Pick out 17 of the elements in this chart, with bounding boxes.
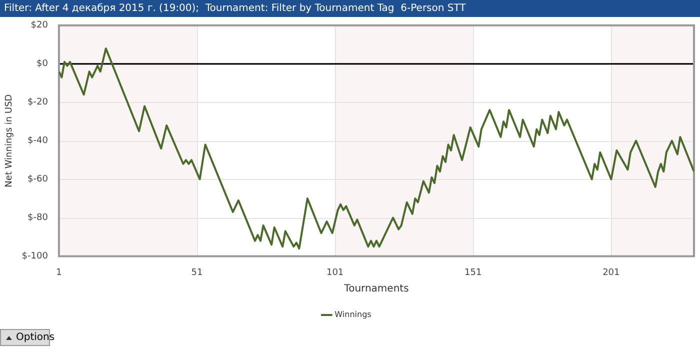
y-tick-label: $0: [36, 59, 48, 70]
y-tick-label: $-100: [22, 252, 48, 262]
x-tick-label: 101: [326, 268, 344, 278]
x-axis-title: Tournaments: [343, 284, 409, 295]
x-tick-label: 1: [56, 268, 62, 278]
y-tick-label: $-40: [28, 136, 48, 146]
chart-title: Filter: After 4 декабря 2015 г. (19:00); Tournament: Filter by Tournament Tag 6-Person STT: [0, 0, 700, 17]
y-tick-label: $20: [30, 20, 48, 31]
text: Options: [16, 331, 55, 345]
y-tick-label: $-20: [28, 98, 48, 108]
x-tick-label: 51: [191, 268, 203, 278]
legend-label: Winnings: [334, 310, 372, 320]
y-tick-label: $-80: [28, 213, 48, 224]
y-axis-title: Net Winnings in USD: [4, 94, 15, 188]
x-tick-label: 151: [464, 268, 482, 278]
x-tick-label: 201: [602, 268, 620, 278]
y-tick-label: $-60: [28, 174, 48, 185]
